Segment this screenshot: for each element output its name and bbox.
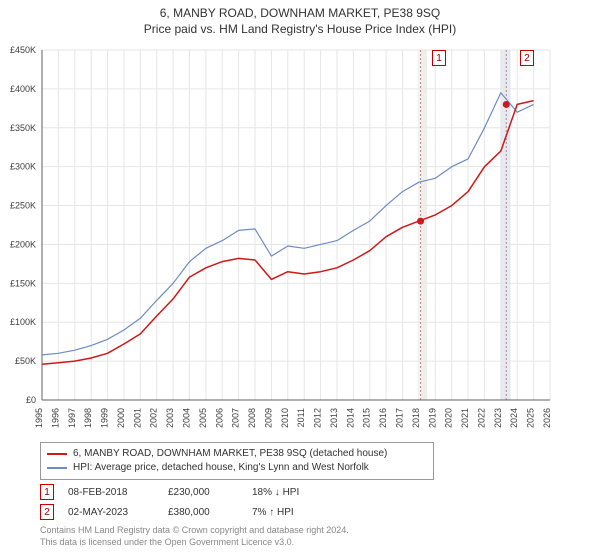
event-row-1: 1 08-FEB-2018 £230,000 18% ↓ HPI: [40, 484, 332, 500]
legend-swatch-price: [47, 453, 67, 455]
svg-text:£400K: £400K: [10, 84, 36, 94]
svg-text:2026: 2026: [542, 408, 552, 428]
event-badge-1: 1: [40, 484, 54, 500]
svg-text:2004: 2004: [181, 408, 191, 428]
legend-row-hpi: HPI: Average price, detached house, King…: [47, 461, 427, 475]
svg-text:£350K: £350K: [10, 123, 36, 133]
svg-text:2006: 2006: [214, 408, 224, 428]
svg-text:£200K: £200K: [10, 239, 36, 249]
svg-text:1999: 1999: [100, 408, 110, 428]
svg-text:2025: 2025: [526, 408, 536, 428]
svg-text:1995: 1995: [34, 408, 44, 428]
event-marker-2: 2: [520, 50, 534, 66]
event-date-1: 08-FEB-2018: [68, 487, 154, 498]
svg-text:2015: 2015: [362, 408, 372, 428]
svg-text:1997: 1997: [67, 408, 77, 428]
events-table: 1 08-FEB-2018 £230,000 18% ↓ HPI 2 02-MA…: [40, 484, 332, 524]
svg-text:2000: 2000: [116, 408, 126, 428]
event-row-2: 2 02-MAY-2023 £380,000 7% ↑ HPI: [40, 504, 332, 520]
svg-text:2003: 2003: [165, 408, 175, 428]
svg-text:£300K: £300K: [10, 162, 36, 172]
footer-text: Contains HM Land Registry data © Crown c…: [40, 524, 349, 548]
svg-text:2016: 2016: [378, 408, 388, 428]
svg-text:2009: 2009: [263, 408, 273, 428]
chart-title: 6, MANBY ROAD, DOWNHAM MARKET, PE38 9SQ: [0, 0, 600, 20]
svg-text:£450K: £450K: [10, 45, 36, 55]
legend-swatch-hpi: [47, 467, 67, 469]
svg-text:2005: 2005: [198, 408, 208, 428]
event-date-2: 02-MAY-2023: [68, 507, 154, 518]
svg-text:2022: 2022: [476, 408, 486, 428]
svg-text:2024: 2024: [509, 408, 519, 428]
event-marker-1: 1: [432, 50, 446, 66]
svg-text:1998: 1998: [83, 408, 93, 428]
legend-label-price: 6, MANBY ROAD, DOWNHAM MARKET, PE38 9SQ …: [73, 447, 387, 461]
event-diff-2: 7% ↑ HPI: [252, 507, 332, 518]
svg-text:2019: 2019: [427, 408, 437, 428]
svg-text:2001: 2001: [132, 408, 142, 428]
event-diff-1: 18% ↓ HPI: [252, 487, 332, 498]
svg-text:2011: 2011: [296, 408, 306, 427]
svg-text:1996: 1996: [50, 408, 60, 428]
chart-subtitle: Price paid vs. HM Land Registry's House …: [0, 20, 600, 40]
event-price-1: £230,000: [168, 487, 238, 498]
footer-line-1: Contains HM Land Registry data © Crown c…: [40, 524, 349, 536]
svg-text:£0: £0: [26, 395, 36, 405]
svg-text:2013: 2013: [329, 408, 339, 428]
svg-text:2010: 2010: [280, 408, 290, 428]
event-badge-2: 2: [40, 504, 54, 520]
svg-text:2021: 2021: [460, 408, 470, 428]
svg-text:£50K: £50K: [15, 356, 36, 366]
svg-text:2018: 2018: [411, 408, 421, 428]
legend-label-hpi: HPI: Average price, detached house, King…: [73, 461, 369, 475]
svg-text:2008: 2008: [247, 408, 257, 428]
legend: 6, MANBY ROAD, DOWNHAM MARKET, PE38 9SQ …: [40, 442, 434, 480]
svg-text:2017: 2017: [395, 408, 405, 428]
svg-text:£250K: £250K: [10, 201, 36, 211]
svg-text:2014: 2014: [345, 408, 355, 428]
footer-line-2: This data is licensed under the Open Gov…: [40, 536, 349, 548]
svg-text:2023: 2023: [493, 408, 503, 428]
legend-row-price: 6, MANBY ROAD, DOWNHAM MARKET, PE38 9SQ …: [47, 447, 427, 461]
chart-container: 6, MANBY ROAD, DOWNHAM MARKET, PE38 9SQ …: [0, 0, 600, 560]
svg-text:2002: 2002: [149, 408, 159, 428]
event-price-2: £380,000: [168, 507, 238, 518]
svg-text:2012: 2012: [313, 408, 323, 428]
svg-text:2020: 2020: [444, 408, 454, 428]
line-chart: £0 £50K £100K £150K £200K £250K £300K £350K £400…: [0, 40, 600, 435]
svg-text:£150K: £150K: [10, 278, 36, 288]
svg-text:£100K: £100K: [10, 317, 36, 327]
svg-text:2007: 2007: [231, 408, 241, 428]
